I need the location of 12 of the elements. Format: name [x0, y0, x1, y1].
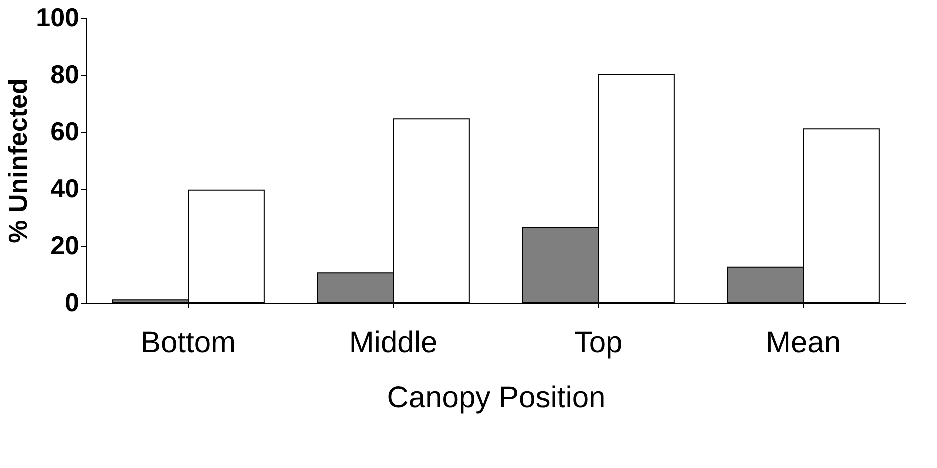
y-tick-label: 60	[50, 116, 80, 146]
y-tick-label: 0	[65, 288, 80, 318]
x-axis-title: Canopy Position	[387, 382, 606, 414]
y-tick-label: 100	[36, 2, 80, 32]
y-tick-label: 40	[50, 174, 80, 204]
y-tick-label: 80	[50, 60, 80, 90]
x-tick-label: Middle	[349, 326, 438, 360]
x-tick-label: Top	[574, 326, 623, 360]
x-tick-label: Mean	[766, 326, 842, 360]
y-tick-label: 20	[50, 230, 80, 260]
x-tick-label: Bottom	[140, 326, 236, 360]
y-axis-title: % Uninfected	[3, 78, 34, 244]
